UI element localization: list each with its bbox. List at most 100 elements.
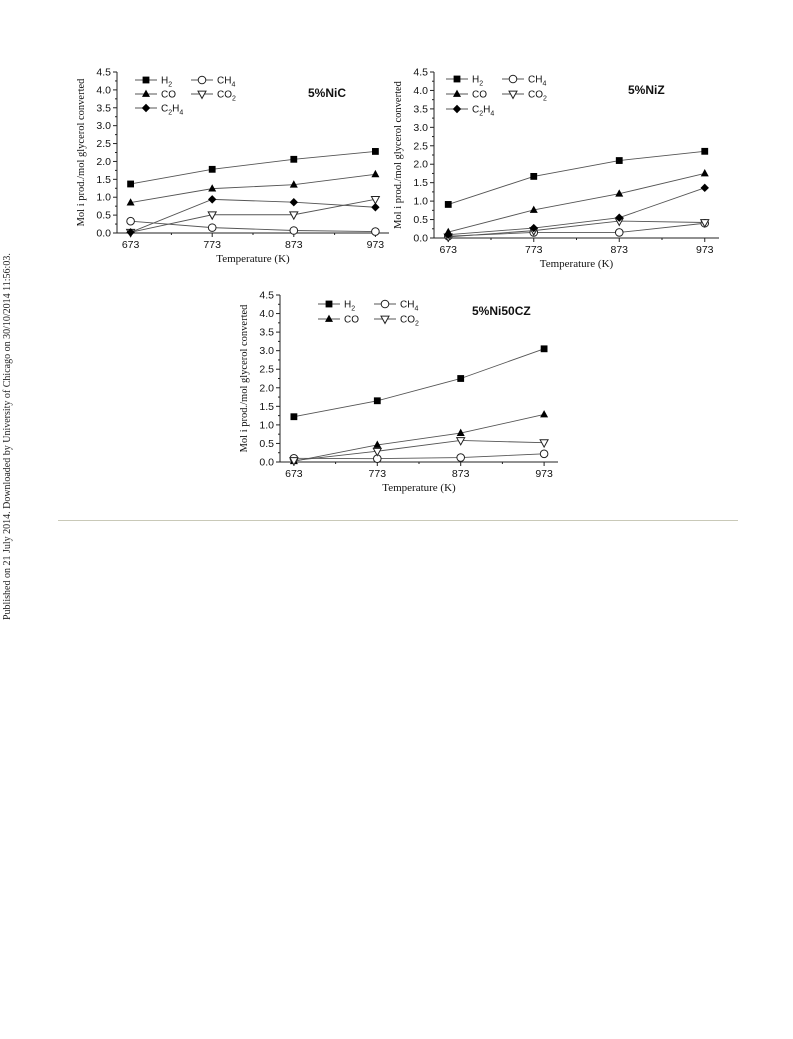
series-h2 xyxy=(127,148,379,188)
x-tick-label: 773 xyxy=(203,239,221,251)
legend-item: CH4 xyxy=(502,75,546,88)
legend-item: C2H4 xyxy=(135,104,183,117)
series-c2h4 xyxy=(126,195,380,237)
legend-marker xyxy=(380,315,390,325)
legend-marker xyxy=(508,74,518,84)
x-tick-label: 773 xyxy=(369,468,387,480)
legend-item: CO xyxy=(135,90,176,101)
series-line xyxy=(293,414,545,462)
data-point xyxy=(208,165,216,173)
x-axis-title: Temperature (K) xyxy=(382,482,456,494)
legend-label: CH4 xyxy=(400,300,418,313)
legend-item: CO xyxy=(318,315,359,326)
series-line xyxy=(448,220,705,238)
series-co xyxy=(126,169,380,206)
data-point xyxy=(289,180,298,188)
y-tick-label: 4.0 xyxy=(259,308,274,320)
series-line xyxy=(130,220,376,233)
data-point xyxy=(614,228,624,237)
legend-item: H2 xyxy=(318,300,355,313)
legend-item: C2H4 xyxy=(446,105,494,118)
x-tick-label: 673 xyxy=(122,239,140,251)
data-point xyxy=(615,157,623,164)
data-point xyxy=(288,211,299,221)
chart-5pct-niz: 0.0 0.5 1.0 1.5 2.0 2.5 3.0 3.5 4.0 4.5 673 773 873 9… xyxy=(393,67,719,270)
data-point xyxy=(699,219,710,228)
y-tick-label: 0.5 xyxy=(259,438,274,450)
data-point xyxy=(457,375,465,382)
x-tick-label: 973 xyxy=(696,244,714,256)
y-tick-label: 3.5 xyxy=(96,102,111,114)
legend-item: CH4 xyxy=(191,76,235,89)
series-h2 xyxy=(444,147,709,208)
y-tick-label: 4.0 xyxy=(413,85,428,97)
data-point xyxy=(126,198,135,206)
x-tick-label: 873 xyxy=(610,244,628,256)
y-tick-label: 1.0 xyxy=(96,192,111,204)
data-point xyxy=(207,223,217,232)
series-line xyxy=(293,440,545,461)
data-point xyxy=(615,189,624,197)
legend-marker xyxy=(380,299,390,309)
legend-label: CH4 xyxy=(217,76,235,89)
legend-item: H2 xyxy=(446,75,483,88)
series-h2 xyxy=(290,345,548,421)
legend-item: CO xyxy=(446,90,487,101)
data-point xyxy=(540,345,548,353)
y-axis-title: Mol i prod./mol glycerol converted xyxy=(76,78,87,227)
data-point xyxy=(539,449,549,459)
y-tick-label: 0.0 xyxy=(96,228,111,240)
y-tick-label: 3.5 xyxy=(259,327,274,339)
data-point xyxy=(456,428,465,436)
data-point xyxy=(208,184,217,192)
series-co2 xyxy=(289,437,549,466)
legend: H2 CH4 CO CO2 C2H4 xyxy=(446,75,547,118)
y-tick-label: 4.0 xyxy=(96,84,111,96)
data-point xyxy=(208,195,217,204)
y-tick-label: 0.0 xyxy=(259,457,274,469)
legend-item: CO2 xyxy=(191,90,236,103)
y-tick-label: 2.0 xyxy=(413,159,428,171)
y-tick-label: 2.5 xyxy=(259,364,274,376)
legend-label: H2 xyxy=(472,75,483,88)
data-point xyxy=(444,230,453,239)
data-point xyxy=(371,169,380,178)
data-point xyxy=(455,437,466,446)
series-line xyxy=(130,150,376,185)
series-line xyxy=(130,198,376,233)
series-line xyxy=(448,222,705,237)
legend-marker xyxy=(197,75,207,85)
data-point xyxy=(529,205,538,213)
legend-marker xyxy=(197,90,207,100)
data-point xyxy=(539,439,549,449)
data-point xyxy=(290,155,298,163)
series-line xyxy=(293,348,545,418)
y-tick-label: 3.5 xyxy=(413,103,428,115)
x-tick-label: 673 xyxy=(439,244,457,256)
y-tick-label: 2.5 xyxy=(96,138,111,150)
data-point xyxy=(444,201,452,208)
data-point xyxy=(126,228,135,237)
legend-item: H2 xyxy=(135,76,172,89)
legend-item: CO2 xyxy=(374,315,419,328)
legend-marker xyxy=(452,104,462,114)
y-tick-label: 2.0 xyxy=(259,382,274,394)
data-point xyxy=(290,413,298,421)
data-point xyxy=(372,447,383,457)
data-point xyxy=(615,213,624,222)
legend-label: CO xyxy=(472,90,487,101)
chart-title: 5%NiZ xyxy=(628,83,665,97)
series-line xyxy=(293,453,545,460)
legend-label: C2H4 xyxy=(472,105,494,118)
series-ch4 xyxy=(126,216,380,236)
legend-label: CO2 xyxy=(217,90,236,103)
y-tick-label: 0.0 xyxy=(413,233,428,245)
data-point xyxy=(700,183,709,193)
legend-marker xyxy=(142,76,150,84)
legend-label: CO2 xyxy=(400,315,419,328)
y-tick-label: 3.0 xyxy=(413,122,428,134)
legend-marker xyxy=(141,103,151,113)
legend-marker xyxy=(453,89,461,97)
data-point xyxy=(370,195,381,205)
legend-marker xyxy=(325,314,333,322)
